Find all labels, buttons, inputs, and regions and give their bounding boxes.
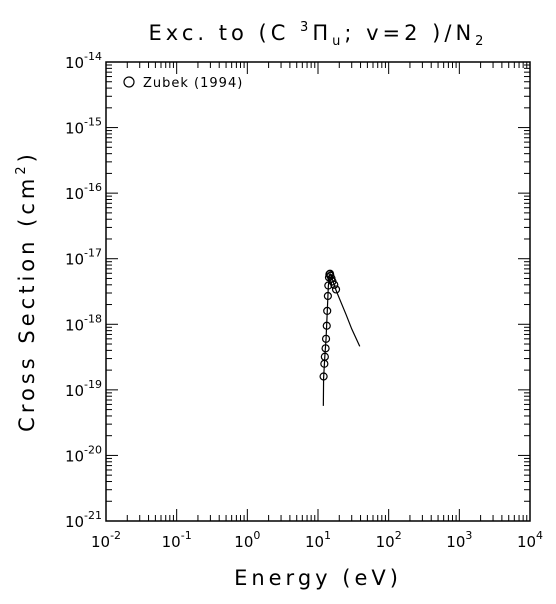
tick-base: 10 [65, 447, 84, 465]
tick-exponent: -1 [181, 529, 192, 542]
y-tick-label: 10-17 [65, 247, 102, 269]
tick-exponent: -14 [84, 50, 102, 63]
title-part: 2 [475, 34, 487, 49]
tick-exponent: -16 [84, 181, 102, 194]
y-tick-label: 10-18 [65, 312, 102, 334]
legend-label: Zubek (1994) [143, 76, 243, 91]
tick-base: 10 [65, 251, 84, 269]
tick-exponent: 3 [465, 529, 472, 542]
tick-base: 10 [446, 533, 465, 551]
tick-exponent: 1 [324, 529, 331, 542]
x-tick-label: 104 [517, 529, 543, 551]
title-part: u [332, 34, 344, 49]
tick-base: 10 [517, 533, 536, 551]
tick-exponent: -15 [84, 116, 102, 129]
x-tick-label: 100 [234, 529, 260, 551]
tick-base: 10 [234, 533, 253, 551]
y-label-part: Cross Section (cm [15, 175, 39, 432]
tick-exponent: -2 [110, 529, 121, 542]
x-axis-label: Energy (eV) [234, 566, 402, 590]
y-label-part: 2 [14, 162, 29, 174]
tick-base: 10 [65, 316, 84, 334]
tick-base: 10 [65, 185, 84, 203]
tick-exponent: -20 [84, 443, 102, 456]
tick-base: 10 [65, 513, 84, 531]
y-tick-label: 10-16 [65, 181, 102, 203]
tick-exponent: -19 [84, 378, 102, 391]
y-label-part: ) [15, 150, 39, 162]
tick-exponent: -18 [84, 312, 102, 325]
tick-exponent: -17 [84, 247, 102, 260]
x-tick-label: 102 [376, 529, 402, 551]
y-tick-label: 10-19 [65, 378, 102, 400]
tick-exponent: 2 [395, 529, 402, 542]
tick-base: 10 [376, 533, 395, 551]
plot-frame [105, 61, 531, 522]
title-part: Π [312, 21, 332, 45]
tick-exponent: 0 [253, 529, 260, 542]
title-part: ; v=2 )/N [344, 21, 475, 45]
title-part: 3 [300, 20, 312, 35]
x-tick-label: 101 [305, 529, 331, 551]
tick-base: 10 [305, 533, 324, 551]
tick-exponent: -21 [84, 509, 102, 522]
x-tick-label: 103 [446, 529, 472, 551]
y-tick-label: 10-21 [65, 509, 102, 531]
y-axis-label: Cross Section (cm2) [14, 150, 39, 432]
tick-base: 10 [91, 533, 110, 551]
tick-exponent: 4 [536, 529, 543, 542]
data-point [330, 280, 339, 289]
tick-base: 10 [162, 533, 181, 551]
tick-base: 10 [65, 54, 84, 72]
x-tick-label: 10-2 [91, 529, 121, 551]
fit-line [322, 273, 361, 406]
data-point [331, 285, 341, 294]
y-tick-label: 10-15 [65, 116, 102, 138]
x-tick-label: 10-1 [162, 529, 192, 551]
title-part: Exc. to (C [149, 21, 301, 45]
y-tick-label: 10-14 [65, 50, 102, 72]
tick-base: 10 [65, 382, 84, 400]
tick-base: 10 [65, 120, 84, 138]
chart-title: Exc. to (C 3Πu; v=2 )/N2 [149, 20, 488, 49]
legend-marker [123, 76, 135, 88]
y-tick-label: 10-20 [65, 443, 102, 465]
